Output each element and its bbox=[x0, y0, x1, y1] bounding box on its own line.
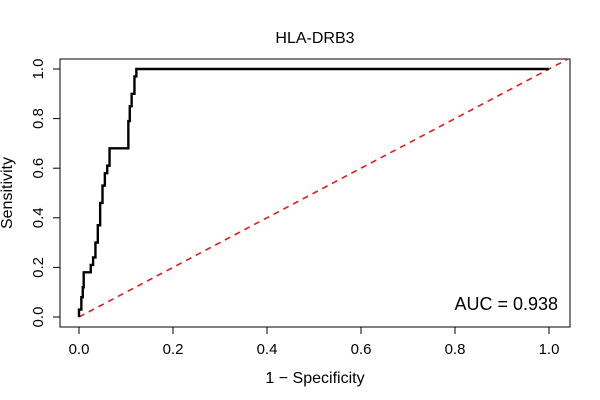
x-tick-label: 0.6 bbox=[351, 341, 372, 358]
y-tick-label: 0.0 bbox=[30, 307, 47, 328]
x-tick-label: 0.8 bbox=[445, 341, 466, 358]
y-axis: 0.0 0.2 0.4 0.6 0.8 1.0 bbox=[30, 59, 61, 328]
series-layer bbox=[77, 59, 570, 318]
y-tick-label: 1.0 bbox=[30, 59, 47, 80]
reference-diagonal-line bbox=[78, 59, 570, 318]
x-axis-title: 1 − Specificity bbox=[265, 370, 364, 387]
x-tick-label: 1.0 bbox=[539, 341, 560, 358]
x-tick-label: 0.4 bbox=[257, 341, 278, 358]
auc-annotation: AUC = 0.938 bbox=[454, 294, 558, 314]
x-tick-label: 0.0 bbox=[69, 341, 90, 358]
y-tick-label: 0.4 bbox=[30, 207, 47, 228]
y-tick-label: 0.6 bbox=[30, 158, 47, 179]
roc-curve-line bbox=[77, 67, 549, 317]
y-tick-label: 0.8 bbox=[30, 108, 47, 129]
x-tick-label: 0.2 bbox=[163, 341, 184, 358]
y-axis-title: Sensitivity bbox=[0, 157, 16, 229]
y-tick-label: 0.2 bbox=[30, 257, 47, 278]
chart-title: HLA-DRB3 bbox=[275, 30, 354, 47]
x-axis: 0.0 0.2 0.4 0.6 0.8 1.0 bbox=[69, 326, 560, 358]
